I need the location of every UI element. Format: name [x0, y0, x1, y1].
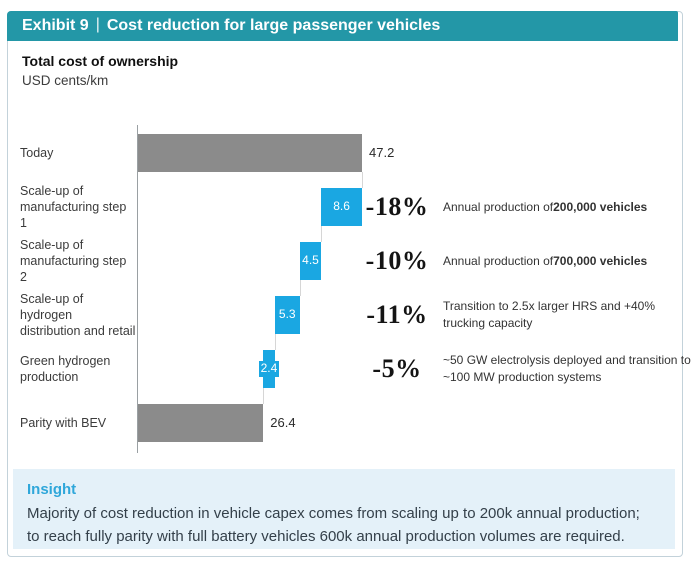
exhibit-header: Exhibit 9 | Cost reduction for large pas… — [7, 11, 678, 41]
exhibit-title: Cost reduction for large passenger vehic… — [106, 17, 441, 34]
bar-value-label: 4.5 — [300, 253, 321, 269]
exhibit-number: Exhibit 9 — [22, 17, 89, 34]
insight-box: Insight Majority of cost reduction in ve… — [13, 469, 675, 549]
row-label: Scale-up of manufacturing step 2 — [20, 237, 127, 285]
annotation-text-normal: Annual production of — [443, 253, 554, 268]
row-label: Parity with BEV — [20, 415, 107, 430]
pct-label: -11% — [366, 300, 428, 329]
connector-line — [321, 226, 323, 242]
pct-label: -5% — [372, 354, 422, 383]
waterfall-bar: 8.6 — [321, 188, 362, 226]
header-divider: | — [95, 16, 100, 33]
insight-title: Insight — [27, 481, 77, 498]
exhibit-frame — [7, 11, 683, 557]
annotation-text-bold: 700,000 vehicles — [553, 253, 648, 268]
bar-value-label: 2.4 — [258, 361, 280, 377]
row-label: Green hydrogen production — [20, 353, 111, 384]
y-axis-line — [137, 125, 138, 453]
waterfall-bar — [138, 134, 362, 172]
annotation-text-normal: Annual production of — [443, 199, 554, 214]
bar-value-label: 26.4 — [270, 415, 296, 430]
bar-value-label: 47.2 — [369, 145, 395, 160]
connector-line — [263, 388, 265, 404]
pct-label: -10% — [365, 246, 429, 275]
waterfall-bar: 4.5 — [299, 242, 322, 280]
annotation-text: Annual production of 200,000 vehicles — [443, 187, 691, 227]
row-label: Today — [20, 145, 54, 160]
connector-line — [362, 172, 363, 188]
annotation-text: ~50 GW electrolysis deployed and transit… — [443, 349, 691, 389]
connector-line — [299, 280, 301, 296]
bar-value-label: 8.6 — [331, 199, 352, 215]
annotation-text: Transition to 2.5x larger HRS and +40% t… — [443, 295, 691, 335]
insight-text-line-2: to reach fully parity with full battery … — [27, 527, 625, 545]
annotation-text: Annual production of 700,000 vehicles — [443, 241, 691, 281]
waterfall-bar: 2.4 — [258, 350, 280, 388]
waterfall-bar — [138, 404, 264, 442]
insight-text-line-1: Majority of cost reduction in vehicle ca… — [27, 505, 640, 522]
chart-unit-label: USD cents/km — [22, 73, 109, 88]
annotation-text-normal: Transition to 2.5x larger HRS and +40% t… — [443, 299, 655, 330]
bar-value-label: 5.3 — [276, 307, 298, 323]
row-label: Scale-up of hydrogen distribution and re… — [20, 291, 136, 339]
waterfall-bar: 5.3 — [274, 296, 300, 334]
connector-line — [274, 334, 276, 350]
chart-header: Total cost of ownership USD cents/km — [22, 53, 178, 88]
annotation-text-normal: ~50 GW electrolysis deployed and transit… — [443, 353, 691, 384]
row-label: Scale-up of manufacturing step 1 — [20, 183, 127, 231]
pct-label: -18% — [365, 192, 429, 221]
annotation-text-bold: 200,000 vehicles — [553, 199, 648, 214]
chart-title: Total cost of ownership — [22, 53, 179, 69]
